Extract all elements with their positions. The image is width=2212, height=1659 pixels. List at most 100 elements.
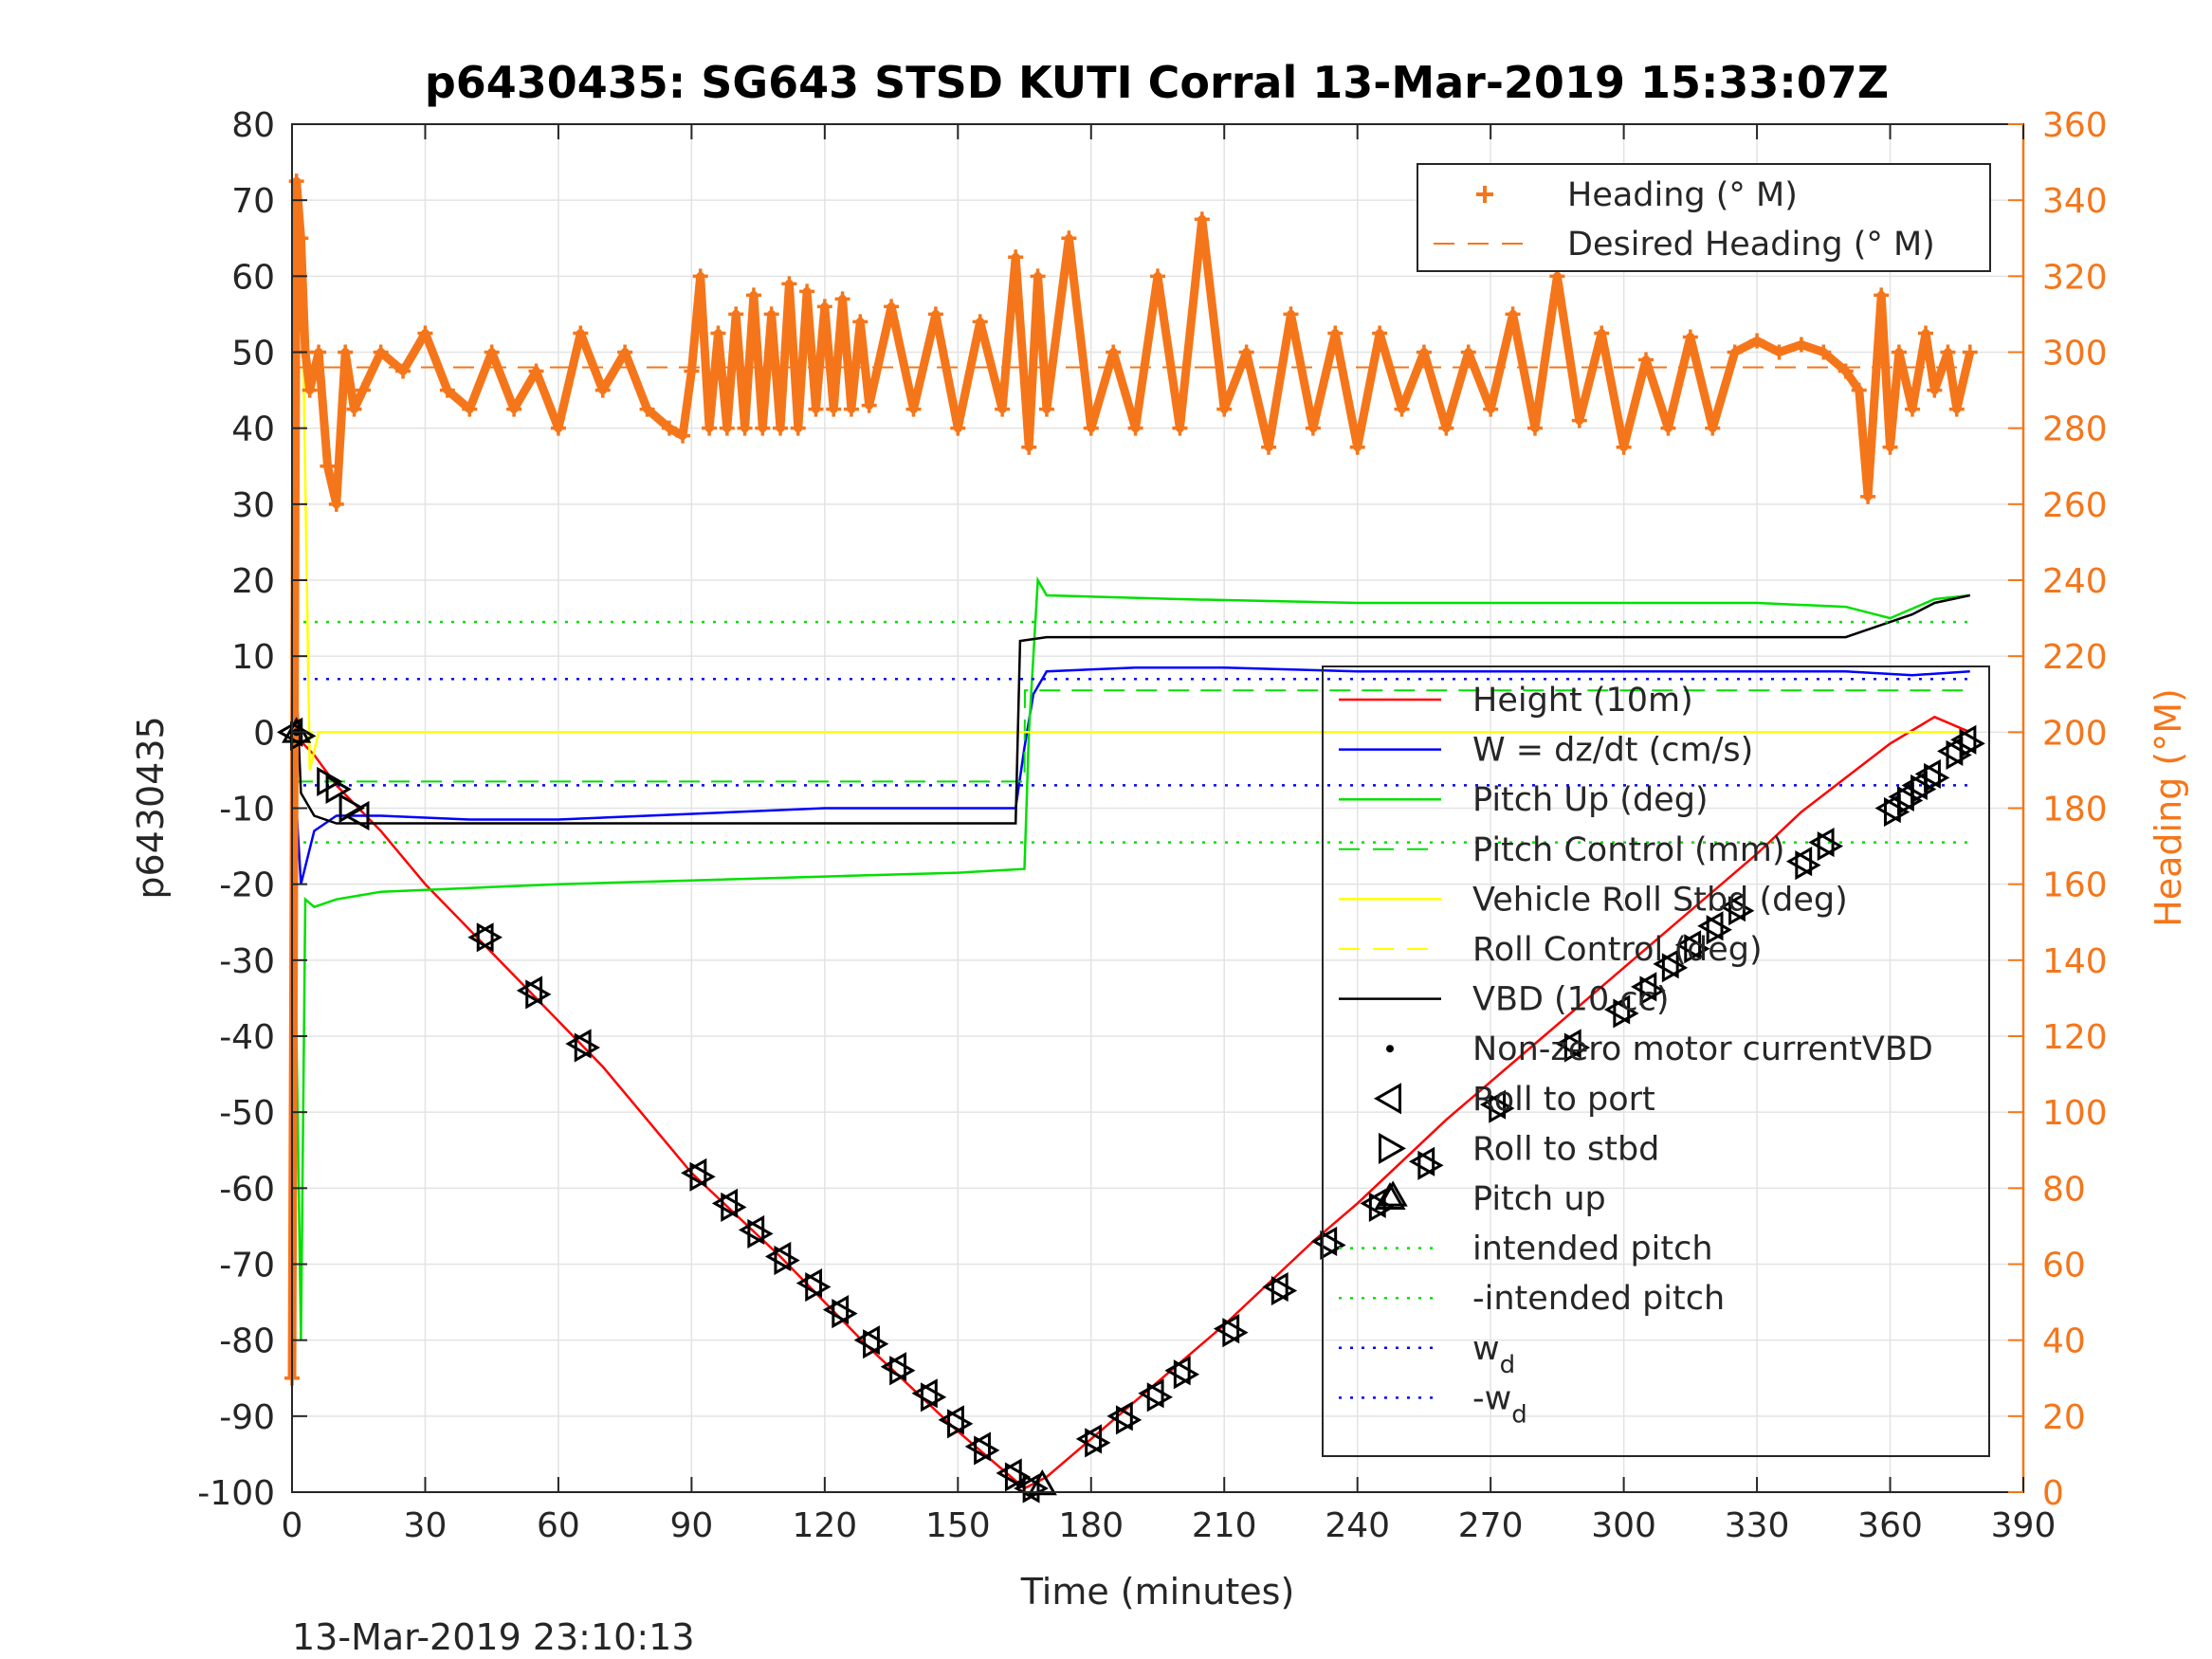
- heading-point: [995, 401, 1011, 417]
- y-tick-label-left: 70: [231, 182, 275, 221]
- heading-point: [852, 314, 868, 330]
- heading-point: [1030, 268, 1046, 284]
- legend-label: W = dz/dt (cm/s): [1472, 732, 1753, 770]
- heading-point: [1874, 287, 1890, 303]
- legend-swatch: [1373, 1083, 1401, 1115]
- heading-point: [1749, 333, 1765, 349]
- y-tick-label-left: 20: [231, 562, 275, 601]
- heading-point: [1505, 306, 1521, 322]
- heading-point: [675, 428, 691, 444]
- y-tick-label-right: 340: [2042, 182, 2108, 221]
- marker-roll-to-stbd: [889, 1356, 916, 1386]
- marker-roll-to-stbd: [920, 1382, 947, 1413]
- heading-point: [808, 401, 824, 417]
- y-tick-label-left: 40: [231, 410, 275, 449]
- legend-swatch: [1374, 1181, 1406, 1210]
- heading-point: [763, 306, 779, 322]
- heading-point: [528, 363, 544, 379]
- y-tick-label-right: 180: [2042, 791, 2108, 830]
- x-tick-label: 390: [1991, 1506, 2057, 1545]
- x-tick-label: 30: [404, 1506, 448, 1545]
- heading-point: [773, 420, 789, 436]
- heading-point: [1660, 420, 1676, 436]
- heading-point: [1021, 439, 1037, 455]
- marker-roll-to-stbd: [1924, 762, 1950, 793]
- heading-point: [1771, 344, 1787, 360]
- heading-point: [462, 401, 478, 417]
- heading-point: [395, 363, 411, 379]
- heading-point: [417, 325, 433, 341]
- heading-point: [594, 382, 611, 398]
- y-axis-label-left: p6430435: [130, 716, 172, 899]
- heading-point: [1705, 420, 1721, 436]
- heading-point: [1283, 306, 1299, 322]
- heading-point: [1372, 325, 1388, 341]
- x-axis-label: Time (minutes): [1020, 1571, 1295, 1613]
- heading-point: [1851, 382, 1867, 398]
- heading-point: [1008, 249, 1024, 265]
- heading-point: [1682, 329, 1698, 345]
- heading-point: [617, 344, 633, 360]
- y-tick-label-left: 80: [231, 106, 275, 145]
- heading-point: [799, 283, 815, 300]
- heading-point: [1882, 439, 1898, 455]
- marker-roll-to-stbd: [774, 1245, 800, 1276]
- legend-label: Non-zero motor currentVBD: [1472, 1030, 1933, 1068]
- legend-label: Height (10m): [1472, 682, 1693, 720]
- heading-point: [355, 382, 371, 398]
- y-tick-label-left: -90: [219, 1398, 275, 1437]
- series-pitch-control-mm: [292, 689, 1970, 783]
- y-tick-label-left: -30: [219, 942, 275, 981]
- marker-roll-to-stbd: [1946, 739, 1972, 770]
- y-tick-label-left: -70: [219, 1247, 275, 1285]
- marker-roll-to-stbd: [689, 1161, 716, 1192]
- legend-label: Vehicle Roll Stbd (deg): [1472, 881, 1848, 919]
- legend-label: Roll to port: [1472, 1081, 1655, 1119]
- legend-label: Pitch up: [1472, 1180, 1606, 1218]
- heading-point: [1194, 211, 1210, 228]
- legend-label: wd: [1472, 1330, 1515, 1379]
- marker-roll-to-stbd: [1146, 1382, 1174, 1413]
- x-tick-label: 90: [669, 1506, 713, 1545]
- series-vbd-10-cc: [290, 579, 1971, 825]
- x-tick-label: 0: [282, 1506, 303, 1545]
- heading-point: [1526, 420, 1543, 436]
- heading-point: [484, 344, 500, 360]
- marker-roll-to-stbd: [832, 1299, 858, 1329]
- heading-point: [1904, 401, 1920, 417]
- heading-point: [927, 306, 943, 322]
- x-tick-label: 300: [1591, 1506, 1656, 1545]
- x-tick-label: 210: [1192, 1506, 1257, 1545]
- y-tick-label-right: 240: [2042, 562, 2108, 601]
- heading-point: [1860, 488, 1876, 504]
- legend-swatch: [1476, 186, 1493, 203]
- legend-label: Roll Control (deg): [1472, 931, 1763, 969]
- marker-pitch-up: [1378, 1180, 1408, 1207]
- marker-roll-to-stbd: [1271, 1275, 1298, 1306]
- heading-point: [719, 420, 735, 436]
- axis-ticks: 0 30 60 90 120 150 180 210 240 270 300 330 360 390-10…: [197, 106, 2107, 1545]
- y-tick-label-left: 60: [231, 258, 275, 297]
- y-tick-label-left: 30: [231, 486, 275, 525]
- heading-point: [684, 363, 700, 379]
- legend-label: -wd: [1472, 1379, 1527, 1429]
- marker-roll-to-stbd: [574, 1032, 601, 1063]
- legend-top-right: Heading (° M) Desired Heading (° M): [1417, 163, 1991, 272]
- y-tick-label-left: -100: [197, 1474, 275, 1513]
- legend-swatch: [1386, 1045, 1394, 1053]
- heading-point: [1891, 344, 1907, 360]
- heading-point: [692, 268, 708, 284]
- y-tick-label-right: 140: [2042, 942, 2108, 981]
- legend-bottom-box: [1322, 665, 1990, 1457]
- y-tick-label-right: 300: [2042, 335, 2108, 374]
- heading-point: [1638, 352, 1654, 368]
- legend-bottom-right: Height (10m) W = dz/dt (cm/s) Pitch Up (de…: [1322, 665, 1990, 1457]
- heading-point: [834, 291, 850, 307]
- marker-roll-to-stbd: [805, 1271, 832, 1303]
- heading-point: [320, 458, 336, 474]
- marker-roll-to-stbd: [1115, 1405, 1143, 1435]
- heading-point: [1594, 325, 1610, 341]
- marker-pitch-up: [1027, 1468, 1057, 1496]
- marker-roll-to-stbd: [1897, 785, 1924, 816]
